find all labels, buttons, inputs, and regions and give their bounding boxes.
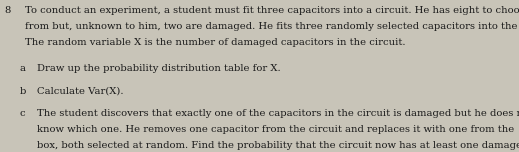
Text: To conduct an experiment, a student must fit three capacitors into a circuit. He: To conduct an experiment, a student must…: [25, 6, 519, 15]
Text: c: c: [20, 109, 25, 118]
Text: The student discovers that exactly one of the capacitors in the circuit is damag: The student discovers that exactly one o…: [37, 109, 519, 118]
Text: know which one. He removes one capacitor from the circuit and replaces it with o: know which one. He removes one capacitor…: [37, 125, 515, 134]
Text: The random variable X is the number of damaged capacitors in the circuit.: The random variable X is the number of d…: [25, 38, 405, 47]
Text: Draw up the probability distribution table for X.: Draw up the probability distribution tab…: [37, 64, 281, 73]
Text: a: a: [20, 64, 26, 73]
Text: b: b: [20, 87, 26, 96]
Text: Calculate Var(X).: Calculate Var(X).: [37, 87, 124, 96]
Text: 8: 8: [4, 6, 10, 15]
Text: box, both selected at random. Find the probability that the circuit now has at l: box, both selected at random. Find the p…: [37, 141, 519, 150]
Text: from but, unknown to him, two are damaged. He fits three randomly selected capac: from but, unknown to him, two are damage…: [25, 22, 519, 31]
